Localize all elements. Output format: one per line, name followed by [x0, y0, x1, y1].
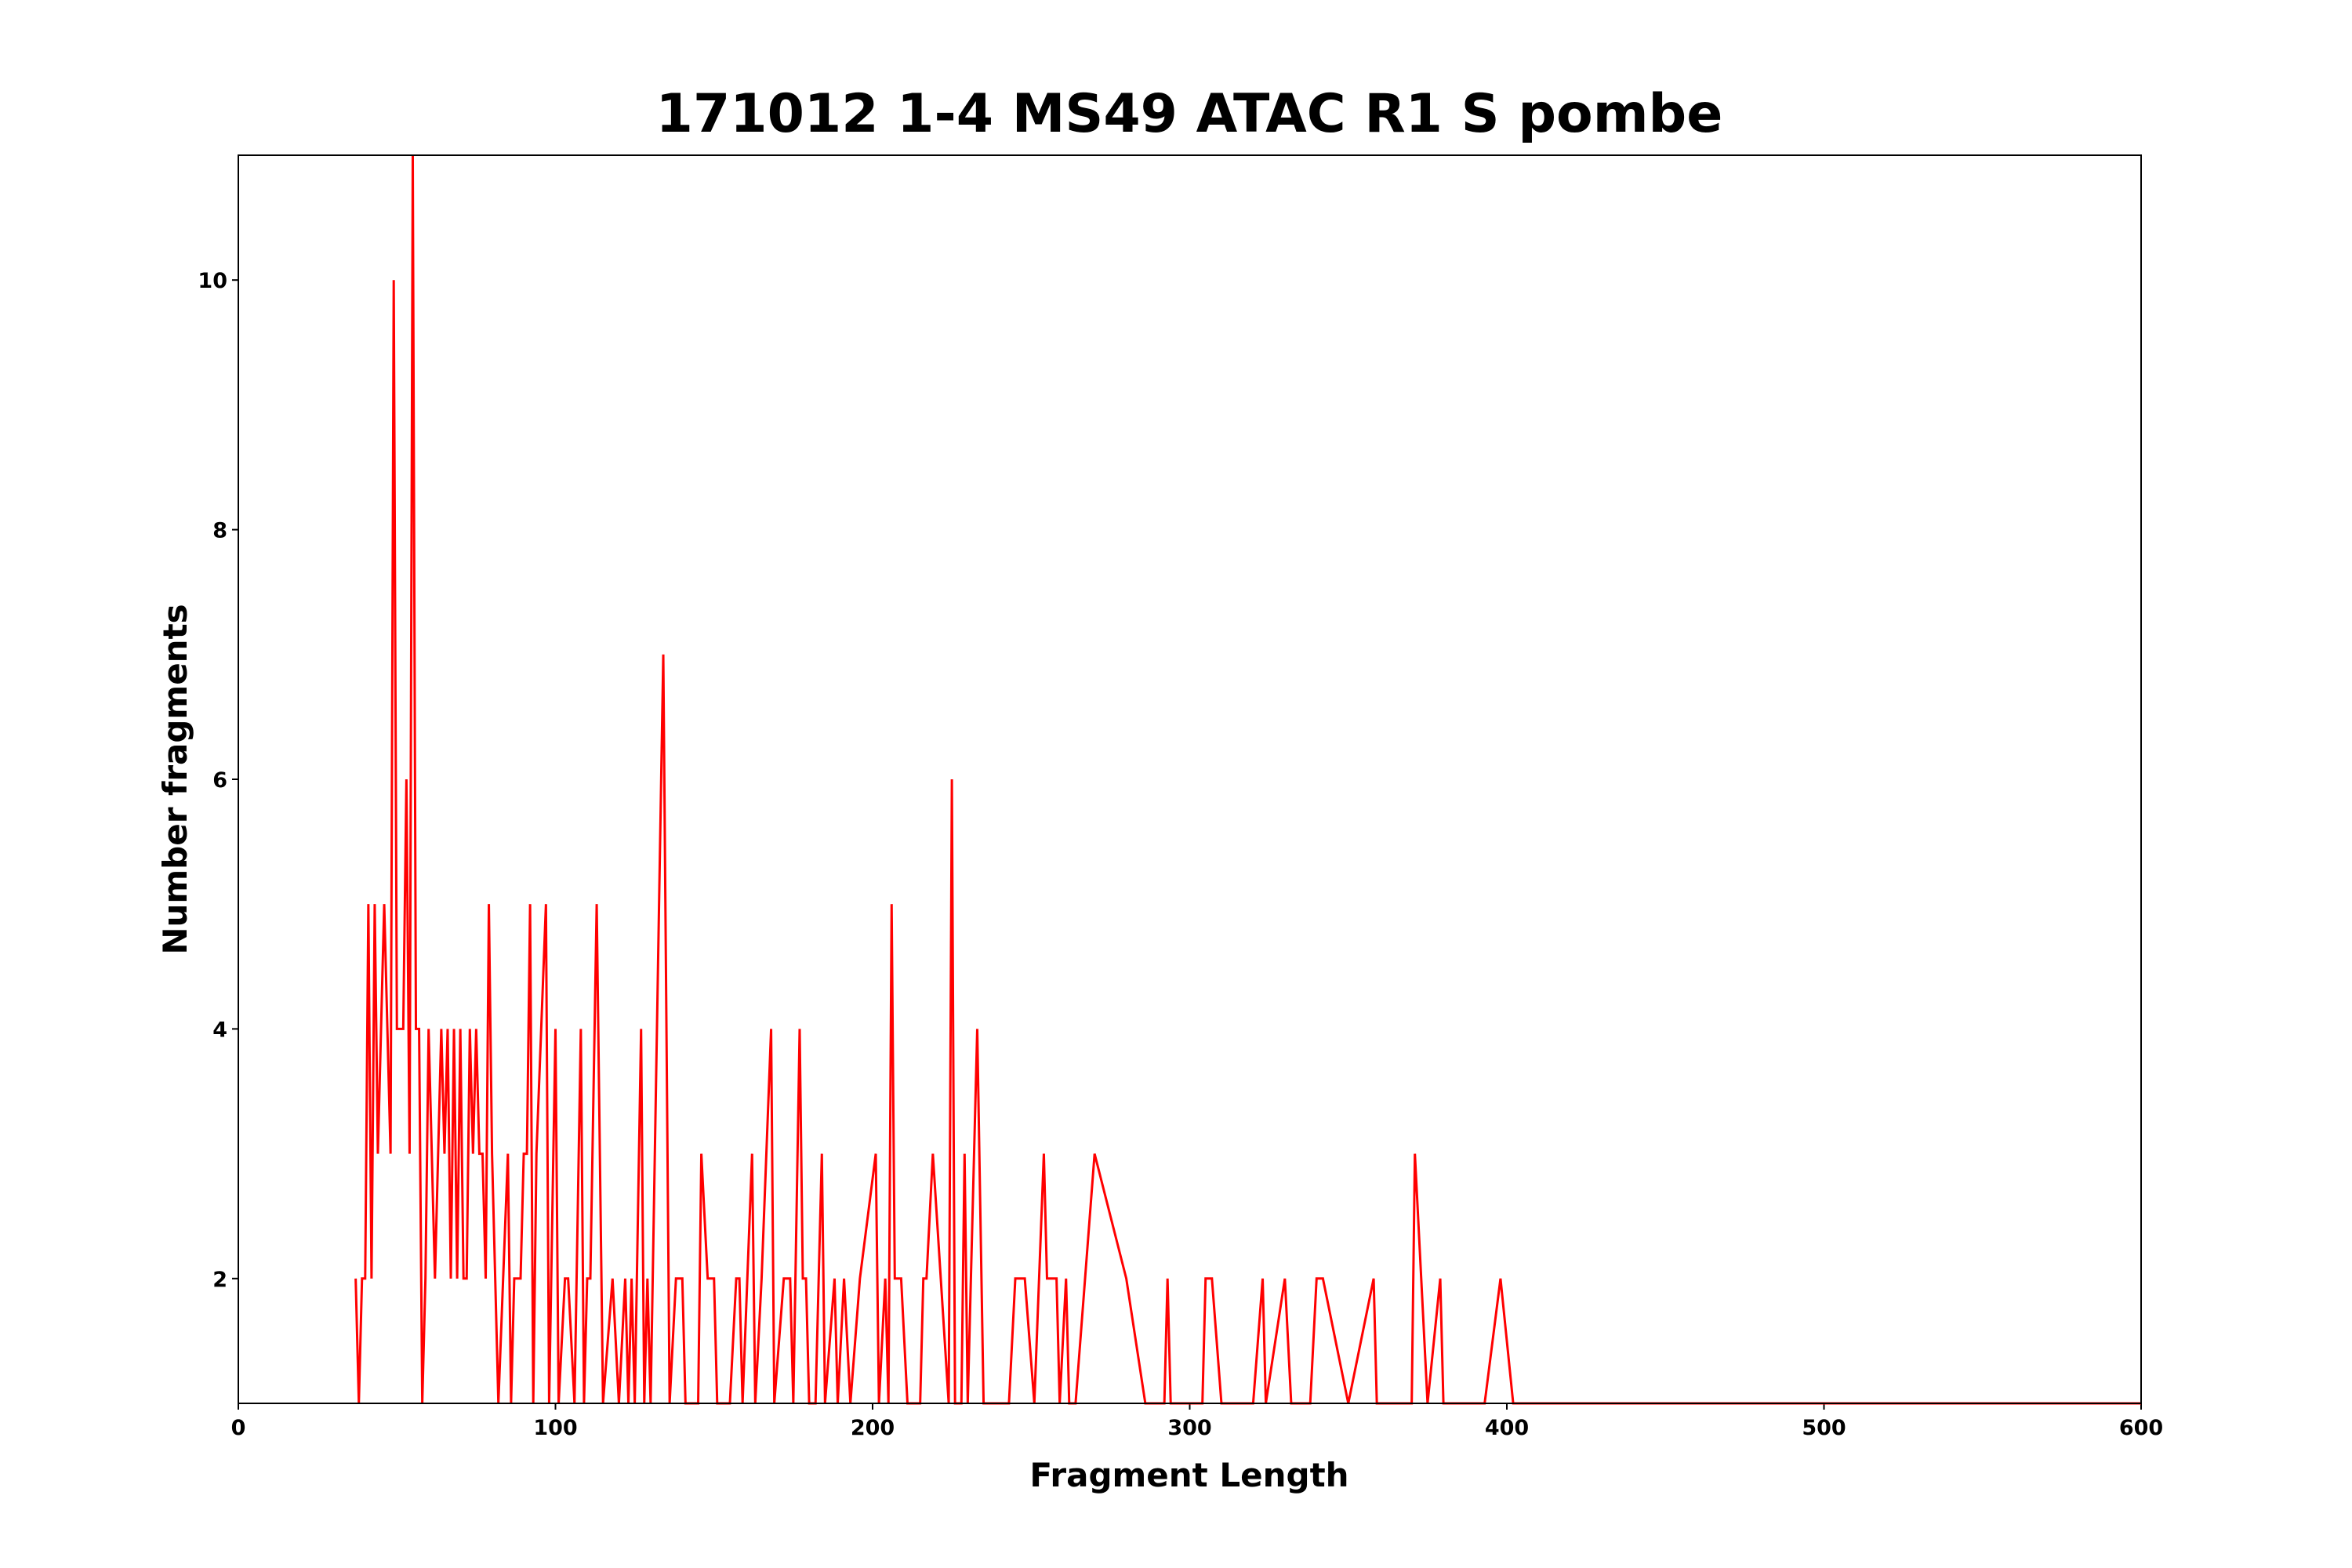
x-tick-label: 500 [1802, 1416, 1846, 1440]
y-axis-label: Number fragments [156, 604, 194, 954]
y-tick-label: 10 [198, 269, 227, 293]
chart-title: 171012 1-4 MS49 ATAC R1 S pombe [656, 83, 1723, 145]
y-tick-label: 2 [212, 1268, 227, 1292]
y-tick-label: 6 [212, 768, 227, 793]
x-tick-label: 0 [231, 1416, 246, 1440]
y-tick-label: 4 [212, 1018, 227, 1042]
y-tick-label: 8 [212, 519, 227, 543]
x-tick-label: 600 [2119, 1416, 2163, 1440]
data-line [354, 154, 2141, 1405]
x-tick-label: 300 [1167, 1416, 1211, 1440]
x-tick-label: 400 [1485, 1416, 1529, 1440]
x-axis-label: Fragment Length [1029, 1456, 1348, 1494]
plot-frame [238, 154, 2142, 1404]
x-tick-label: 200 [851, 1416, 895, 1440]
x-tick-label: 100 [533, 1416, 577, 1440]
